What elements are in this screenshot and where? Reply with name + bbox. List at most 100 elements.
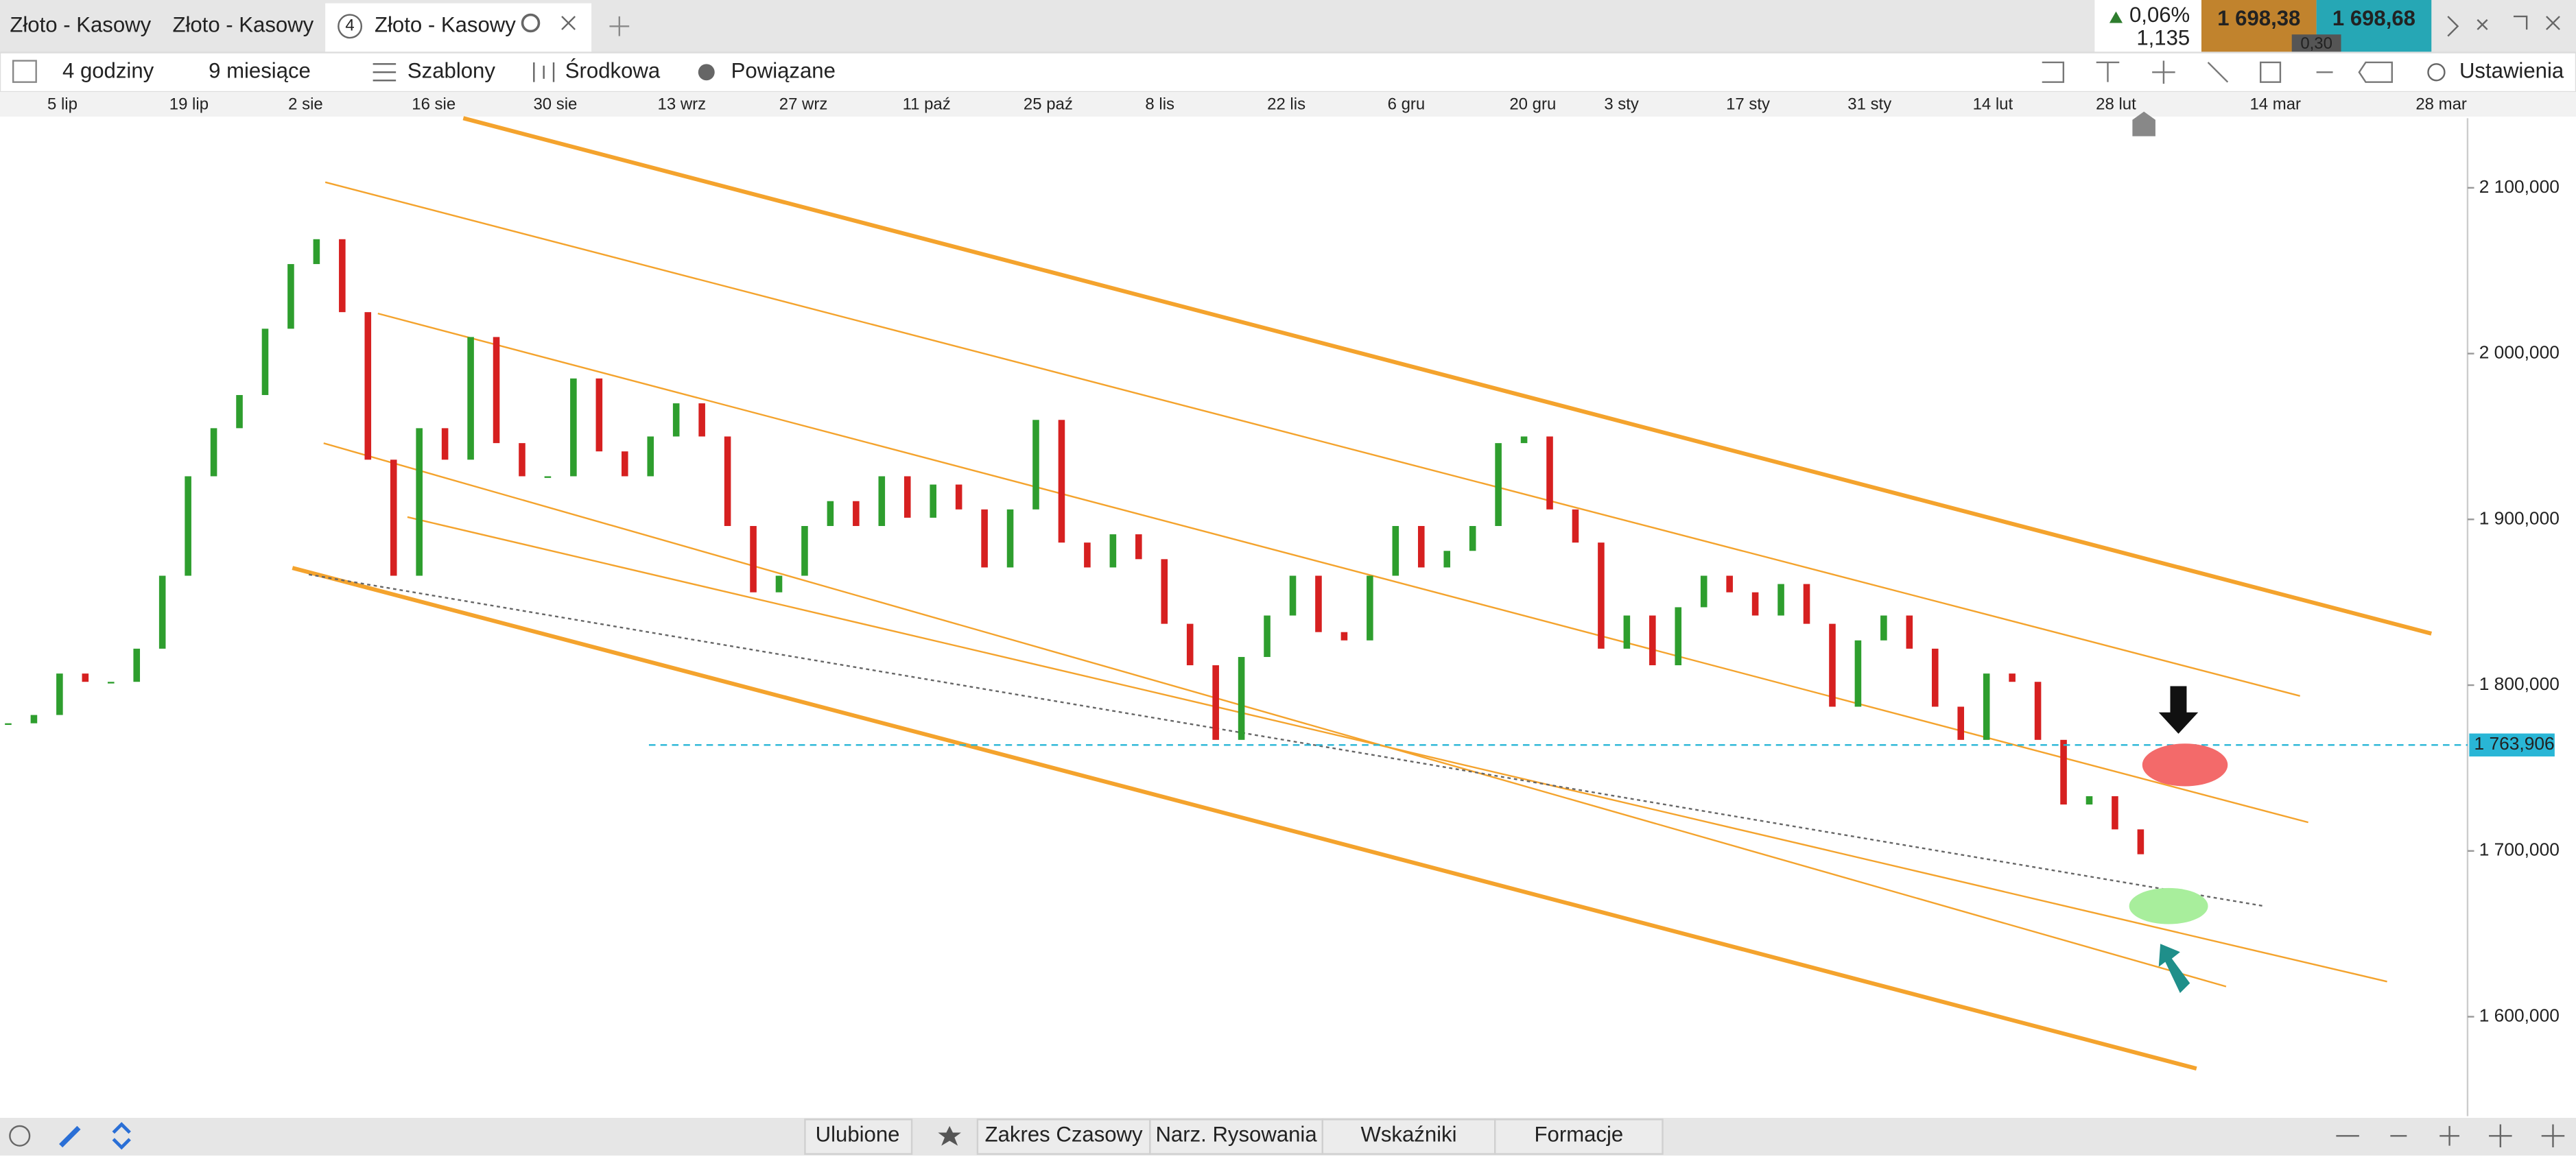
x-tick-label: 25 paź — [1024, 95, 1073, 114]
bottom-label[interactable]: Wskaźniki — [1360, 1123, 1456, 1147]
candle — [390, 459, 397, 576]
candle — [441, 428, 449, 460]
x-tick-label: 31 sty — [1847, 95, 1891, 114]
x-tick-label: 30 sie — [533, 95, 577, 114]
bottom-button[interactable] — [1494, 1119, 1664, 1155]
candle — [955, 484, 962, 510]
candle — [930, 484, 936, 518]
zoom-icons[interactable] — [2336, 1124, 2565, 1148]
candle — [672, 403, 680, 437]
candle — [981, 509, 988, 568]
candle — [1058, 420, 1065, 543]
range[interactable]: 9 miesiące — [209, 59, 311, 83]
x-tick-label: 14 mar — [2249, 95, 2301, 114]
trend-line — [309, 573, 2265, 907]
y-tick-label: 1 800,000 — [2479, 673, 2560, 694]
tab[interactable]: Złoto - Kasowy — [172, 13, 314, 37]
candle — [493, 337, 500, 444]
candle — [1084, 542, 1091, 568]
candle — [261, 328, 269, 396]
candle — [339, 239, 346, 313]
candle — [1700, 575, 1708, 608]
bottom-button[interactable] — [1149, 1119, 1323, 1155]
tab-badge: 4 — [345, 16, 354, 35]
interval[interactable]: 4 godziny — [62, 59, 154, 83]
bottom-label[interactable]: Zakres Czasowy — [985, 1123, 1143, 1147]
candle — [210, 428, 217, 477]
sort-icon[interactable] — [112, 1122, 131, 1150]
candle — [1135, 534, 1142, 560]
candle — [878, 476, 886, 526]
star-icon — [938, 1125, 961, 1146]
down-arrow — [2158, 686, 2199, 734]
window-controls[interactable] — [2447, 15, 2560, 37]
candle — [1417, 525, 1425, 568]
clear-icon[interactable] — [9, 1125, 31, 1147]
x-tick-label: 14 lut — [1973, 95, 2013, 114]
linked[interactable]: Powiązane — [731, 59, 836, 83]
candle — [1957, 706, 1965, 740]
up-arrow — [2109, 11, 2123, 23]
bid[interactable]: 1 698,38 — [2217, 6, 2300, 30]
bottom-button[interactable] — [804, 1119, 913, 1155]
volume: 1,135 — [2136, 26, 2190, 50]
search-icon[interactable] — [521, 13, 541, 33]
tab[interactable]: Złoto - Kasowy — [10, 13, 151, 37]
candle — [647, 436, 654, 477]
x-tick-label: 27 wrz — [779, 95, 828, 114]
candle — [622, 451, 628, 477]
bottom-button[interactable] — [1321, 1119, 1496, 1155]
indicator-icon — [533, 62, 555, 82]
indicator[interactable]: Środkowa — [565, 58, 661, 83]
candle — [1623, 615, 1631, 649]
bottom-label[interactable]: Formacje — [1535, 1123, 1624, 1147]
candle — [1751, 592, 1759, 616]
up-arrow-teal — [2158, 944, 2190, 994]
x-tick-label: 6 gru — [1388, 95, 1426, 114]
pencil-icon[interactable] — [59, 1125, 81, 1148]
candle — [1006, 509, 1014, 568]
candle — [775, 575, 783, 593]
ask[interactable]: 1 698,68 — [2332, 6, 2415, 30]
candle — [595, 378, 603, 452]
x-tick-label: 11 paź — [903, 95, 951, 114]
candle — [1443, 551, 1451, 568]
close-icon[interactable] — [561, 16, 576, 30]
candle — [313, 239, 320, 265]
candle — [1367, 575, 1373, 641]
tool-icons[interactable] — [2042, 60, 2393, 84]
candle — [2009, 673, 2016, 682]
candle — [1186, 623, 1194, 666]
bottom-label[interactable]: Ulubione — [816, 1123, 900, 1147]
candle — [1161, 559, 1168, 624]
candle — [1340, 632, 1348, 641]
candle — [1392, 525, 1399, 576]
active-tab[interactable] — [325, 3, 592, 53]
layout-icon[interactable] — [12, 60, 37, 83]
toolbar — [0, 51, 2576, 93]
add-tab[interactable] — [609, 16, 630, 36]
bottom-label[interactable]: Narz. Rysowania — [1155, 1123, 1317, 1147]
candle — [1983, 673, 1990, 740]
candle — [1880, 615, 1887, 641]
bottom-button[interactable] — [976, 1119, 1151, 1155]
x-tick-label: 19 lip — [169, 95, 209, 114]
templates[interactable]: Szablony — [407, 59, 495, 83]
candle — [1649, 615, 1656, 666]
x-tick-label: 16 sie — [412, 95, 456, 114]
candle — [1212, 665, 1219, 740]
settings-icon — [2427, 63, 2446, 82]
candle — [1289, 575, 1297, 616]
quote-box — [2094, 0, 2201, 53]
price-label: 1 763,906 — [2474, 733, 2555, 754]
x-tick-label: 20 gru — [1509, 95, 1556, 114]
settings[interactable]: Ustawienia — [2459, 59, 2564, 83]
candle — [1315, 575, 1322, 632]
candle — [30, 715, 38, 724]
tab[interactable]: Złoto - Kasowy — [375, 13, 516, 37]
candle — [287, 264, 294, 329]
change: 0,06% — [2129, 3, 2190, 27]
candle — [1546, 436, 1553, 510]
candle — [1495, 443, 1502, 526]
